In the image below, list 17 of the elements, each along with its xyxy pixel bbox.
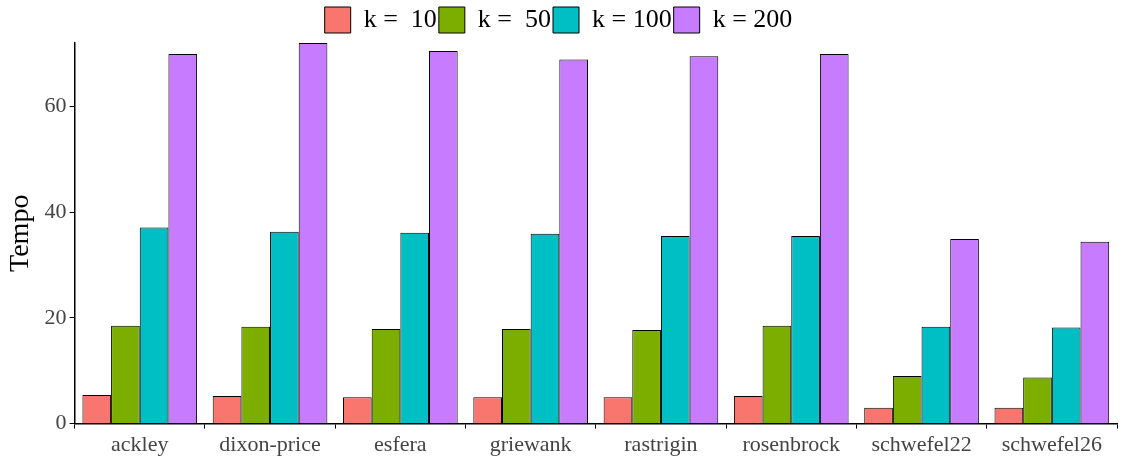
- y-tick-label: 20: [44, 303, 67, 329]
- x-tick-label: schwefel22: [871, 430, 972, 456]
- x-tick-label: esfera: [374, 430, 427, 456]
- legend-label: k = 10: [363, 3, 437, 33]
- legend-label: k = 50: [477, 3, 552, 33]
- y-tick-label: 40: [44, 197, 67, 223]
- x-tick-label: schwefel26: [1001, 430, 1102, 456]
- x-tick-label: rastrigin: [624, 430, 698, 456]
- x-tick-label: rosenbrock: [742, 430, 841, 456]
- x-tick-label: dixon-price: [219, 430, 321, 456]
- legend-label: k = 200: [712, 3, 793, 33]
- y-tick-label: 0: [55, 409, 67, 435]
- legend-label: k = 100: [592, 3, 672, 33]
- x-tick-label: griewank: [489, 430, 572, 456]
- y-tick-label: 60: [44, 92, 67, 118]
- y-axis-title: Tempo: [3, 194, 35, 272]
- x-tick-label: ackley: [111, 430, 169, 456]
